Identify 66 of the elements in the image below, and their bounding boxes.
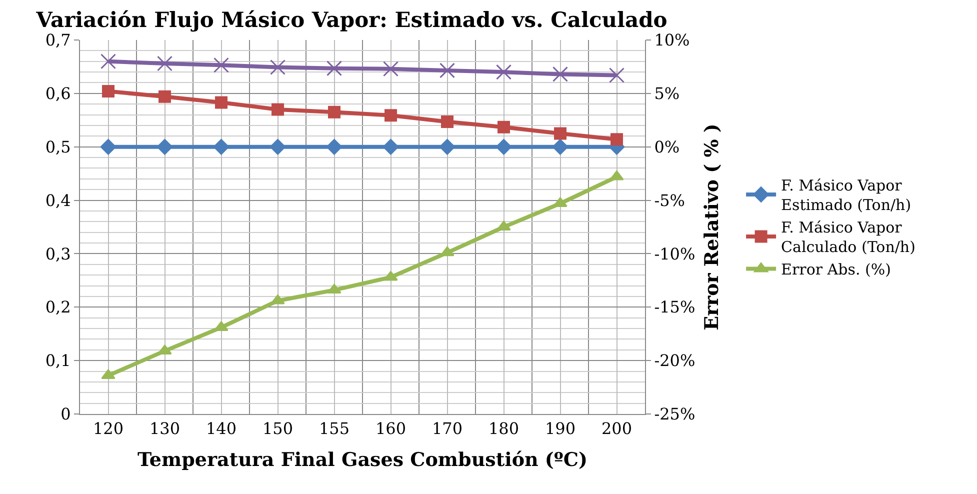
point bbox=[382, 138, 399, 155]
y-tick-label: 0,5 bbox=[45, 137, 71, 156]
x-tick-label: 190 bbox=[544, 419, 576, 438]
legend-label: F. Másico Vapor Estimado (Ton/h) bbox=[781, 176, 912, 214]
point bbox=[326, 138, 342, 155]
y-tick-label: 0,2 bbox=[45, 298, 71, 317]
y-tick-label: 0,6 bbox=[45, 84, 71, 104]
point bbox=[270, 294, 285, 304]
point bbox=[552, 66, 568, 82]
y2-tick-label: -20% bbox=[654, 351, 696, 370]
x-tick-label: 170 bbox=[432, 419, 463, 438]
x-tick-label: 150 bbox=[262, 419, 294, 438]
chart-title: Variación Flujo Másico Vapor: Estimado vs. Calculado bbox=[35, 7, 668, 32]
y2-tick-label: -15% bbox=[654, 298, 696, 317]
point bbox=[156, 138, 173, 155]
y2-tick-label: 0% bbox=[654, 137, 680, 156]
x-axis-title: Temperatura Final Gases Combustión (ºC) bbox=[137, 449, 588, 471]
x-tick-label: 160 bbox=[375, 419, 406, 438]
point bbox=[101, 369, 116, 380]
x-tick-label: 155 bbox=[318, 419, 350, 438]
point bbox=[215, 96, 228, 109]
point bbox=[609, 68, 624, 84]
point bbox=[100, 138, 116, 155]
point bbox=[610, 133, 623, 146]
x-tick-label: 140 bbox=[206, 419, 237, 438]
y-tick-label: 0,7 bbox=[45, 30, 71, 50]
y2-tick-label: 10% bbox=[654, 30, 690, 50]
point bbox=[496, 64, 512, 80]
point bbox=[498, 120, 510, 134]
point bbox=[441, 116, 454, 128]
x-tick-label: 200 bbox=[601, 419, 632, 438]
x-tick-label: 120 bbox=[92, 419, 124, 438]
y2-tick-label: -10% bbox=[654, 244, 696, 264]
y2-axis-title: Error Relativo ( % ) bbox=[700, 124, 723, 330]
point bbox=[213, 138, 230, 155]
legend-label: Error Abs. (%) bbox=[781, 260, 891, 279]
legend-label: F. Másico Vapor Calculado (Ton/h) bbox=[781, 218, 916, 256]
point bbox=[496, 138, 512, 155]
point bbox=[326, 60, 342, 76]
y-tick-label: 0,1 bbox=[45, 351, 71, 370]
point bbox=[439, 138, 456, 155]
y-tick-label: 0 bbox=[60, 404, 71, 424]
point bbox=[552, 138, 568, 155]
point bbox=[384, 109, 397, 122]
point bbox=[440, 62, 455, 78]
point bbox=[157, 56, 172, 72]
point bbox=[272, 103, 284, 116]
point bbox=[100, 54, 116, 70]
point bbox=[102, 85, 114, 98]
point bbox=[270, 60, 286, 75]
point bbox=[554, 127, 566, 140]
point bbox=[383, 61, 398, 77]
point bbox=[328, 106, 340, 118]
point bbox=[214, 57, 229, 73]
y2-tick-label: -25% bbox=[654, 404, 696, 424]
point bbox=[270, 138, 286, 155]
y-tick-label: 0,3 bbox=[45, 244, 71, 264]
point bbox=[327, 284, 342, 294]
y2-tick-label: 5% bbox=[654, 84, 680, 104]
y2-tick-label: -5% bbox=[654, 190, 685, 210]
x-tick-label: 180 bbox=[488, 419, 520, 438]
point bbox=[440, 246, 454, 256]
x-tick-label: 130 bbox=[149, 419, 180, 438]
point bbox=[158, 90, 171, 103]
point bbox=[384, 270, 398, 281]
y-tick-label: 0,4 bbox=[45, 190, 71, 210]
